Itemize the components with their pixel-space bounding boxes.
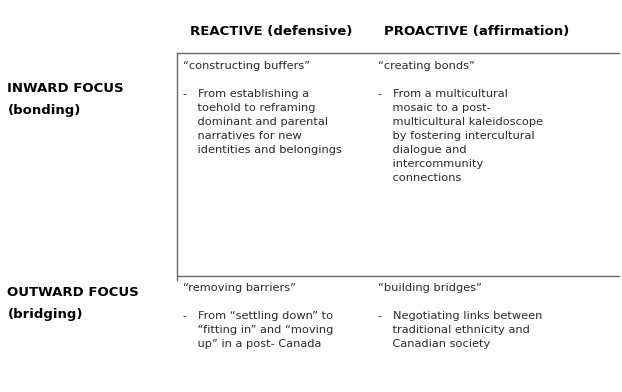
Text: PROACTIVE (affirmation): PROACTIVE (affirmation)	[384, 25, 570, 38]
Text: “building bridges”

-   Negotiating links between
    traditional ethnicity and
: “building bridges” - Negotiating links b…	[378, 283, 542, 349]
Text: REACTIVE (defensive): REACTIVE (defensive)	[190, 25, 352, 38]
Text: OUTWARD FOCUS: OUTWARD FOCUS	[7, 286, 139, 299]
Text: “removing barriers”

-   From “settling down” to
    “fitting in” and “moving
  : “removing barriers” - From “settling dow…	[183, 283, 334, 349]
Text: (bridging): (bridging)	[7, 308, 83, 321]
Text: INWARD FOCUS: INWARD FOCUS	[7, 82, 124, 95]
Text: (bonding): (bonding)	[7, 104, 81, 117]
Text: “constructing buffers”

-   From establishing a
    toehold to reframing
    dom: “constructing buffers” - From establishi…	[183, 61, 342, 155]
Text: “creating bonds”

-   From a multicultural
    mosaic to a post-
    multicultur: “creating bonds” - From a multicultural …	[378, 61, 543, 183]
